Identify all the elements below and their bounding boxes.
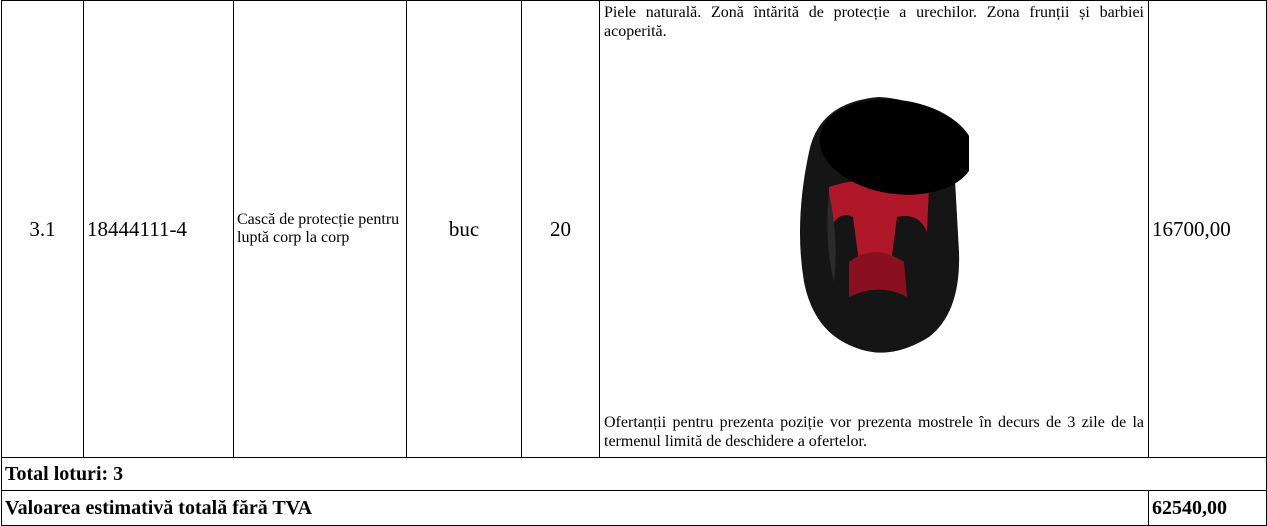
- quantity: 20: [521, 0, 600, 458]
- cpv-code: 18444111-4: [83, 0, 234, 458]
- total-label: Valoarea estimativă totală fără TVA: [1, 490, 1149, 526]
- total-value: 62540,00: [1148, 490, 1267, 526]
- helmet-image: [800, 97, 969, 353]
- spec-text: Piele naturală. Zonă întărită de protecț…: [604, 4, 1144, 40]
- unit: buc: [406, 0, 522, 458]
- spec-note: Ofertanții pentru prezenta poziție vor p…: [604, 414, 1144, 450]
- lot-number: 3.1: [1, 0, 84, 458]
- specification: Piele naturală. Zonă întărită de protecț…: [599, 0, 1149, 458]
- total-row: Valoarea estimativă totală fără TVA 6254…: [1, 490, 1267, 526]
- total-lots: Total loturi: 3: [1, 457, 1267, 491]
- estimated-value: 16700,00: [1148, 0, 1267, 458]
- lot-row: 3.1 18444111-4 Cască de protecție pentru…: [1, 0, 1267, 458]
- item-name: Cască de protecție pentru luptă corp la …: [233, 0, 407, 458]
- total-lots-row: Total loturi: 3: [1, 457, 1267, 491]
